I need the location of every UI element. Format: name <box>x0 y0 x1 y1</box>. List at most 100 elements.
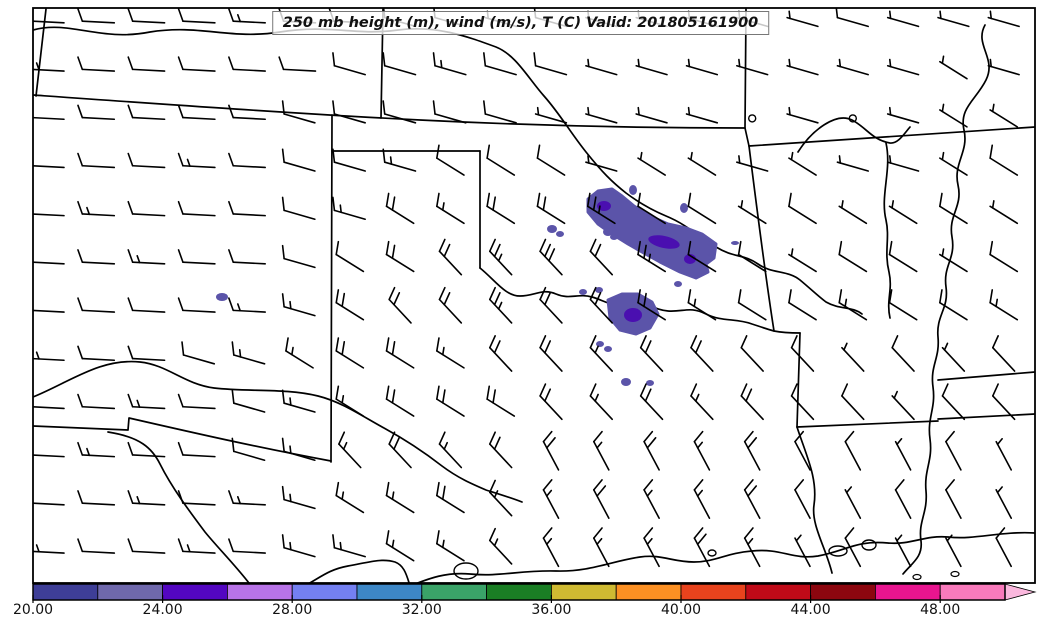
wind-barb-icon <box>335 481 365 514</box>
wind-barb-icon <box>737 240 767 273</box>
geography-layer <box>33 8 1035 583</box>
wind-barb-icon <box>989 240 1019 273</box>
wind-barb-icon <box>488 335 513 372</box>
wind-barb-icon <box>586 192 616 225</box>
wind-barb-icon <box>436 192 465 225</box>
colorbar-tick-label: 48.00 <box>920 602 961 618</box>
wind-barb-icon <box>585 58 618 76</box>
wind-barb-icon <box>989 144 1019 176</box>
wind-barb-icon <box>937 10 970 28</box>
wind-barb-icon <box>281 293 316 317</box>
wind-barb-icon <box>228 297 266 313</box>
wind-barb-icon <box>438 431 463 469</box>
colorbar-tick-label: 28.00 <box>272 602 313 618</box>
wind-barb-icon <box>228 8 266 24</box>
wind-barb-icon <box>643 430 660 471</box>
wind-barb-icon <box>687 240 717 273</box>
wind-barb-icon <box>788 248 817 273</box>
wind-barb-icon <box>637 240 666 273</box>
colorbar <box>32 583 1037 603</box>
colorbar-segment <box>291 583 358 601</box>
wind-barb-icon <box>989 103 1019 128</box>
wind-barb-icon <box>592 479 610 519</box>
wind-barb-icon <box>332 52 366 76</box>
wind-barb-icon <box>127 393 166 410</box>
wind-barb-icon <box>385 385 415 417</box>
wind-barb-icon <box>281 485 316 510</box>
wind-barb-icon <box>589 238 614 276</box>
river-rio-grande <box>107 431 251 583</box>
wind-barb-icon <box>177 441 216 458</box>
wind-barb-icon <box>385 192 415 225</box>
wind-barb-icon <box>436 530 465 562</box>
wind-barb-icon <box>33 405 65 410</box>
wind-barb-icon <box>77 297 116 313</box>
colorbar-segment <box>32 583 99 601</box>
wind-barb-icon <box>231 437 266 462</box>
shaded-speck <box>629 185 637 195</box>
wind-barb-icon <box>589 286 614 324</box>
wind-barb-icon <box>335 337 365 369</box>
wind-barb-icon <box>177 8 216 24</box>
wind-barb-icon <box>33 309 65 313</box>
wind-barb-icon <box>743 430 761 471</box>
shaded-speck <box>646 380 654 386</box>
shaded-speck <box>610 234 618 240</box>
wind-barb-icon <box>894 437 912 471</box>
wind-barb-icon <box>77 490 116 506</box>
wind-barb-icon <box>539 286 563 324</box>
wind-barb-icon <box>693 527 711 568</box>
wind-barb-icon <box>438 238 463 276</box>
wind-barb-icon <box>332 534 366 558</box>
wind-barb-icon <box>486 144 516 176</box>
lake-2 <box>828 545 848 557</box>
wind-barb-icon <box>281 389 316 413</box>
wind-barb-icon <box>77 104 116 121</box>
shaded-field-layer <box>216 185 739 386</box>
wind-barb-icon <box>483 100 517 124</box>
colorbar-segment <box>421 583 487 601</box>
wind-barb-icon <box>637 192 666 225</box>
wind-barb-icon <box>438 286 463 324</box>
wind-barb-icon <box>539 335 563 372</box>
wind-barb-icon <box>542 479 560 519</box>
wind-barb-icon <box>488 431 513 469</box>
state-border-tx-ar <box>796 332 801 428</box>
calm-wind-circle <box>748 114 757 123</box>
wind-barb-icon <box>231 389 266 413</box>
wind-barb-icon <box>388 431 412 469</box>
wind-barb-icon <box>534 106 568 124</box>
wind-barb-icon <box>335 289 365 321</box>
shaded-cell <box>586 187 718 280</box>
wind-barb-icon <box>995 527 1013 568</box>
wind-barb-icon <box>690 383 714 421</box>
wind-barb-icon <box>939 55 968 80</box>
wind-barb-icon <box>335 385 365 417</box>
wind-barb-icon <box>737 200 767 225</box>
wind-barb-icon <box>737 289 767 321</box>
wind-barb-icon <box>589 335 614 372</box>
wind-barb-icon <box>33 454 65 458</box>
colorbar-tick-label: 20.00 <box>12 602 54 618</box>
wind-barb-icon <box>637 151 666 176</box>
wind-barb-icon <box>939 192 968 225</box>
wind-barb-icon <box>385 481 415 514</box>
wind-barb-icon <box>33 20 65 24</box>
wind-barb-icon <box>635 58 668 76</box>
colorbar-segment <box>680 583 747 601</box>
state-border-ar-la <box>796 413 1035 428</box>
colorbar-segment <box>551 583 617 601</box>
wind-barb-icon <box>228 200 266 217</box>
wind-barb-icon <box>693 479 711 519</box>
wind-barb-icon <box>790 335 815 372</box>
wind-barb-icon <box>939 151 968 176</box>
wind-barb-icon <box>181 341 216 365</box>
wind-barb-icon <box>77 441 116 458</box>
wind-barb-icon <box>886 155 920 172</box>
wind-barb-icon <box>278 56 317 72</box>
wind-barb-icon <box>740 383 764 421</box>
wind-barb-icon <box>281 196 316 221</box>
wind-barb-icon <box>685 58 719 76</box>
wind-barb-icon <box>127 56 166 72</box>
wind-barb-icon <box>77 8 116 24</box>
